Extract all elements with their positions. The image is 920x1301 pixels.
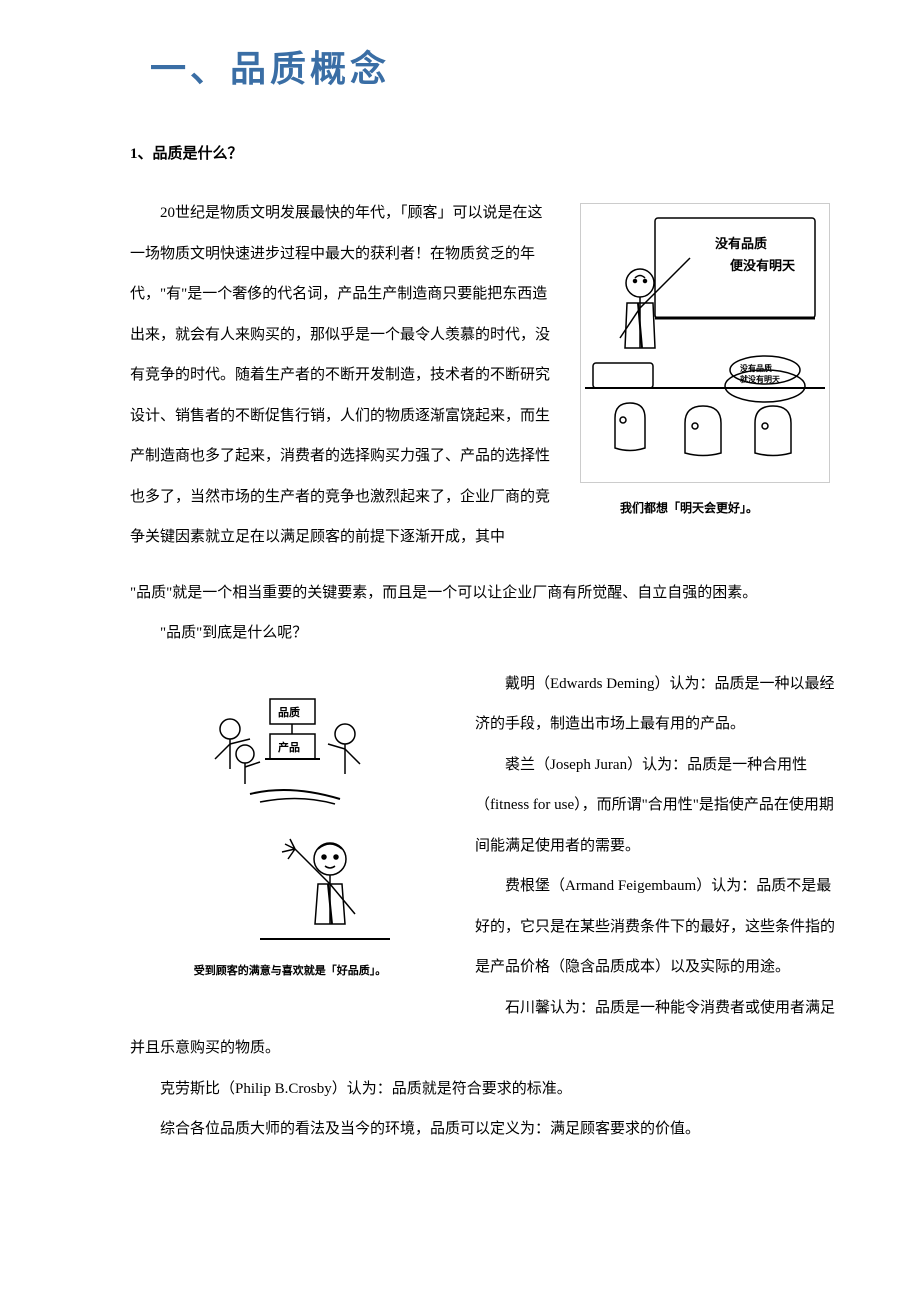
illustration-1-svg: 没有品质 便没有明天 没有品质 就没有明天	[585, 208, 825, 478]
paragraph-3: "品质"到底是什么呢？	[130, 613, 840, 654]
page-title: 一、品质概念	[150, 40, 840, 92]
definition-crosby: 克劳斯比（Philip B.Crosby）认为：品质就是符合要求的标准。	[130, 1069, 840, 1110]
waving-person-illustration	[240, 824, 400, 954]
paragraph-1: 20世纪是物质文明发展最快的年代，「顾客」可以说是在这一场物质文明快速进步过程中…	[130, 193, 555, 558]
illustration-2-svg: 品质 产品	[190, 684, 390, 814]
definition-summary: 综合各位品质大师的看法及当今的环境，品质可以定义为：满足顾客要求的价值。	[130, 1109, 840, 1150]
teacher-blackboard-illustration: 没有品质 便没有明天 没有品质 就没有明天	[580, 203, 830, 483]
speech-bubble-line2: 就没有明天	[740, 374, 781, 384]
definition-ishikawa-part1: 石川馨认为：品质是一种能令消费者或使用者满足	[475, 988, 840, 1029]
figure-1-column: 没有品质 便没有明天 没有品质 就没有明天	[580, 193, 840, 558]
paragraph-2: "品质"就是一个相当重要的关键要素，而且是一个可以让企业厂商有所觉醒、自立自强的…	[130, 573, 840, 614]
definition-feigembaum: 费根堡（Armand Feigembaum）认为：品质不是最好的，它只是在某些消…	[475, 866, 840, 988]
definition-deming: 戴明（Edwards Deming）认为：品质是一种以最经济的手段，制造出市场上…	[475, 664, 840, 745]
illustration-3-svg	[240, 824, 400, 954]
figure-2-column: 品质 产品	[130, 664, 450, 1029]
section-heading: 1、品质是什么？	[130, 142, 840, 163]
figure-1-caption: 我们都想「明天会更好」。	[620, 498, 800, 520]
definition-juran: 裘兰（Joseph Juran）认为：品质是一种合用性（fitness for …	[475, 745, 840, 867]
blackboard-text-2: 便没有明天	[730, 258, 796, 273]
content-row-1: 20世纪是物质文明发展最快的年代，「顾客」可以说是在这一场物质文明快速进步过程中…	[80, 193, 840, 558]
definitions-column: 戴明（Edwards Deming）认为：品质是一种以最经济的手段，制造出市场上…	[475, 664, 840, 1029]
blackboard-text-1: 没有品质	[715, 236, 767, 251]
speech-bubble-line1: 没有品质	[740, 363, 772, 373]
definition-ishikawa-part2: 并且乐意购买的物质。	[130, 1028, 840, 1069]
box-label-quality: 品质	[278, 705, 300, 719]
quality-product-illustration: 品质 产品	[190, 684, 390, 814]
figure-2-caption: 受到顾客的满意与喜欢就是「好品质」。	[194, 962, 387, 978]
content-row-2: 品质 产品	[80, 664, 840, 1029]
box-label-product: 产品	[278, 740, 300, 754]
